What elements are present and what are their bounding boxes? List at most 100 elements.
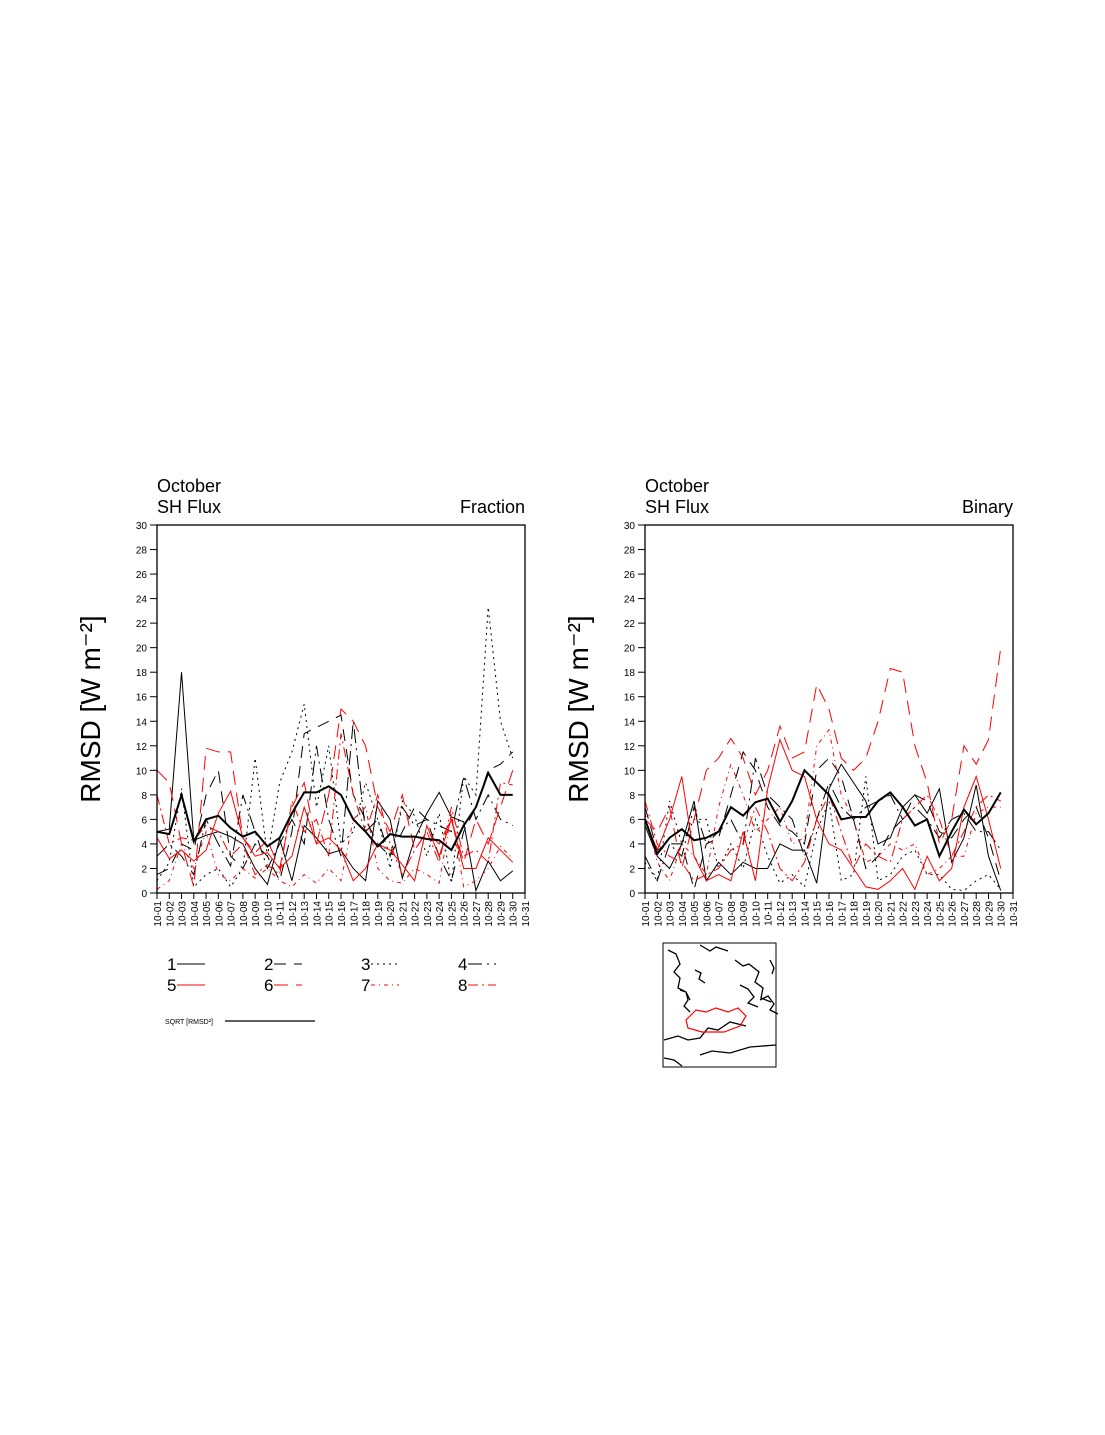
legend-label: SQRT [RMSD²] <box>165 1019 213 1026</box>
y-tick-label: 16 <box>624 693 636 704</box>
y-tick-label: 20 <box>136 644 148 655</box>
x-tick-label: 10-14 <box>800 901 811 927</box>
y-tick-label: 18 <box>136 668 148 679</box>
x-tick-label: 10-29 <box>496 901 507 927</box>
y-tick-label: 24 <box>136 595 148 606</box>
x-tick-label: 10-04 <box>678 901 689 927</box>
x-tick-label: 10-09 <box>739 901 750 927</box>
x-tick-label: 10-25 <box>447 901 458 927</box>
series-line <box>645 793 1001 882</box>
y-tick-label: 24 <box>624 595 636 606</box>
x-tick-label: 10-30 <box>509 901 520 927</box>
y-tick-label: 0 <box>629 889 635 900</box>
y-tick-label: 2 <box>141 864 147 875</box>
legend-label: 8 <box>458 976 467 995</box>
y-tick-label: 28 <box>136 546 148 557</box>
x-tick-label: 10-12 <box>288 901 299 927</box>
x-tick-label: 10-07 <box>715 901 726 927</box>
chart-right-label: Binary <box>962 497 1013 517</box>
y-tick-label: 8 <box>629 791 635 802</box>
x-tick-label: 10-21 <box>886 901 897 927</box>
y-tick-label: 18 <box>624 668 636 679</box>
legend-label: 2 <box>264 955 273 974</box>
x-tick-label: 10-26 <box>948 901 959 927</box>
y-tick-label: 28 <box>624 546 636 557</box>
series-line <box>157 770 513 852</box>
x-tick-label: 10-24 <box>435 901 446 927</box>
y-tick-label: 10 <box>136 766 148 777</box>
y-tick-label: 12 <box>136 742 148 753</box>
y-tick-label: 30 <box>624 521 636 532</box>
x-tick-label: 10-10 <box>751 901 762 927</box>
series-line <box>645 776 1002 892</box>
y-tick-label: 14 <box>624 717 636 728</box>
x-tick-label: 10-24 <box>923 901 934 927</box>
map-inset <box>662 942 779 1068</box>
x-tick-label: 10-23 <box>423 901 434 927</box>
y-tick-label: 6 <box>141 815 147 826</box>
x-tick-label: 10-02 <box>165 901 176 927</box>
y-tick-label: 30 <box>136 521 148 532</box>
y-tick-label: 4 <box>629 840 635 851</box>
x-tick-label: 10-25 <box>935 901 946 927</box>
x-tick-label: 10-05 <box>202 901 213 927</box>
series-group <box>157 607 514 893</box>
y-tick-label: 2 <box>629 864 635 875</box>
x-tick-label: 10-21 <box>398 901 409 927</box>
series-group <box>645 647 1002 892</box>
x-tick-label: 10-22 <box>899 901 910 927</box>
y-tick-label: 12 <box>624 742 636 753</box>
y-axis-label: RMSD [W m⁻²] <box>75 615 106 802</box>
x-tick-label: 10-30 <box>997 901 1008 927</box>
y-tick-label: 22 <box>136 619 148 630</box>
x-tick-label: 10-20 <box>386 901 397 927</box>
series-line <box>645 750 1002 892</box>
x-tick-label: 10-12 <box>776 901 787 927</box>
legend-label: 5 <box>167 976 176 995</box>
x-tick-label: 10-31 <box>521 901 532 927</box>
series-line <box>157 721 513 876</box>
series-line <box>645 647 1002 869</box>
y-tick-label: 10 <box>624 766 636 777</box>
series-line <box>645 763 1002 891</box>
series-line <box>157 733 513 876</box>
plot-frame <box>644 524 1014 894</box>
y-tick-label: 0 <box>141 889 147 900</box>
legend-label: 6 <box>264 976 273 995</box>
x-tick-label: 10-28 <box>484 901 495 927</box>
x-tick-label: 10-27 <box>472 901 483 927</box>
y-tick-label: 26 <box>624 570 636 581</box>
x-tick-label: 10-03 <box>178 901 189 927</box>
x-tick-label: 10-17 <box>837 901 848 927</box>
series-line <box>645 768 1002 859</box>
x-tick-label: 10-15 <box>325 901 336 927</box>
x-tick-label: 10-09 <box>251 901 262 927</box>
x-tick-label: 10-16 <box>825 901 836 927</box>
y-tick-label: 8 <box>141 791 147 802</box>
chart-title: October <box>645 476 709 496</box>
x-tick-label: 10-19 <box>862 901 873 927</box>
y-tick-label: 22 <box>624 619 636 630</box>
x-tick-label: 10-08 <box>239 901 250 927</box>
y-tick-label: 26 <box>136 570 148 581</box>
plot-frame <box>156 524 526 894</box>
x-tick-label: 10-02 <box>653 901 664 927</box>
legend-label: 1 <box>167 955 176 974</box>
y-tick-label: 4 <box>141 840 147 851</box>
x-tick-label: 10-04 <box>190 901 201 927</box>
x-tick-label: 10-14 <box>312 901 323 927</box>
x-tick-label: 10-18 <box>850 901 861 927</box>
x-tick-label: 10-10 <box>263 901 274 927</box>
x-tick-label: 10-27 <box>960 901 971 927</box>
x-tick-label: 10-23 <box>911 901 922 927</box>
series-line <box>157 672 514 893</box>
x-tick-label: 10-22 <box>411 901 422 927</box>
x-tick-label: 10-15 <box>813 901 824 927</box>
y-axis-label: RMSD [W m⁻²] <box>563 615 594 802</box>
x-tick-label: 10-13 <box>788 901 799 927</box>
x-tick-label: 10-28 <box>972 901 983 927</box>
y-tick-label: 14 <box>136 717 148 728</box>
chart-right-label: Fraction <box>460 497 525 517</box>
x-tick-label: 10-01 <box>153 901 164 927</box>
